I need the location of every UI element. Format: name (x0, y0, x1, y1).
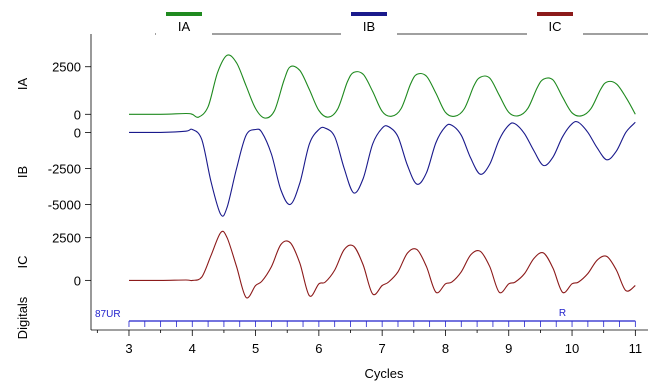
digital-channel-name: 87UR (95, 309, 121, 320)
legend-item-ic: IC (527, 12, 583, 35)
panel-label-ib: IB (15, 166, 30, 178)
x-axis: 3 4 5 6 7 8 9 10 11 (96, 330, 643, 356)
x-tick-label: 4 (189, 341, 196, 356)
series-line-ib (128, 120, 636, 217)
y-tick-label: 0 (74, 107, 81, 122)
x-tick-label: 5 (252, 341, 259, 356)
legend-label-ib: IB (363, 19, 375, 34)
x-axis-label: Cycles (364, 366, 404, 381)
x-tick-label: 10 (565, 341, 579, 356)
y-tick-label: 2500 (52, 60, 81, 75)
x-tick-label: 6 (315, 341, 322, 356)
legend-label-bg-ia (156, 17, 212, 35)
y-ticks-ia: 2500 0 (52, 60, 91, 122)
legend-label-bg-ib (341, 17, 397, 35)
y-tick-label: 0 (74, 273, 81, 288)
legend: IA IB IC (155, 12, 648, 35)
legend-label-ia: IA (178, 19, 191, 34)
x-tick-label: 11 (629, 341, 643, 356)
panel-label-ic: IC (15, 256, 30, 269)
panel-ic: IC 2500 0 (15, 230, 636, 299)
series-line-ic (128, 230, 636, 299)
legend-label-bg-ic (527, 17, 583, 35)
y-tick-label: 2500 (52, 231, 81, 246)
y-ticks-ic: 2500 0 (52, 231, 91, 288)
x-tick-label: 8 (442, 341, 449, 356)
panel-ia: IA 2500 0 (15, 54, 636, 122)
y-ticks-ib: 0 -2500 -5000 (48, 125, 91, 212)
panel-ib: IB 0 -2500 -5000 (15, 120, 636, 217)
panel-label-ia: IA (15, 78, 30, 91)
x-tick-label: 9 (505, 341, 512, 356)
y-tick-label: 0 (74, 125, 81, 140)
digitals-label: Digitals (15, 296, 30, 339)
legend-item-ia: IA (156, 12, 212, 35)
digitals-panel: Digitals 87UR R (15, 296, 636, 339)
x-tick-label: 7 (379, 341, 386, 356)
digital-channel-ticks (128, 321, 636, 327)
x-tick-label: 3 (125, 341, 132, 356)
y-tick-label: -5000 (48, 197, 81, 212)
series-line-ia (128, 54, 636, 119)
legend-label-ic: IC (549, 19, 562, 34)
y-tick-label: -2500 (48, 161, 81, 176)
digital-marker-label: R (559, 308, 566, 319)
legend-item-ib: IB (341, 12, 397, 35)
